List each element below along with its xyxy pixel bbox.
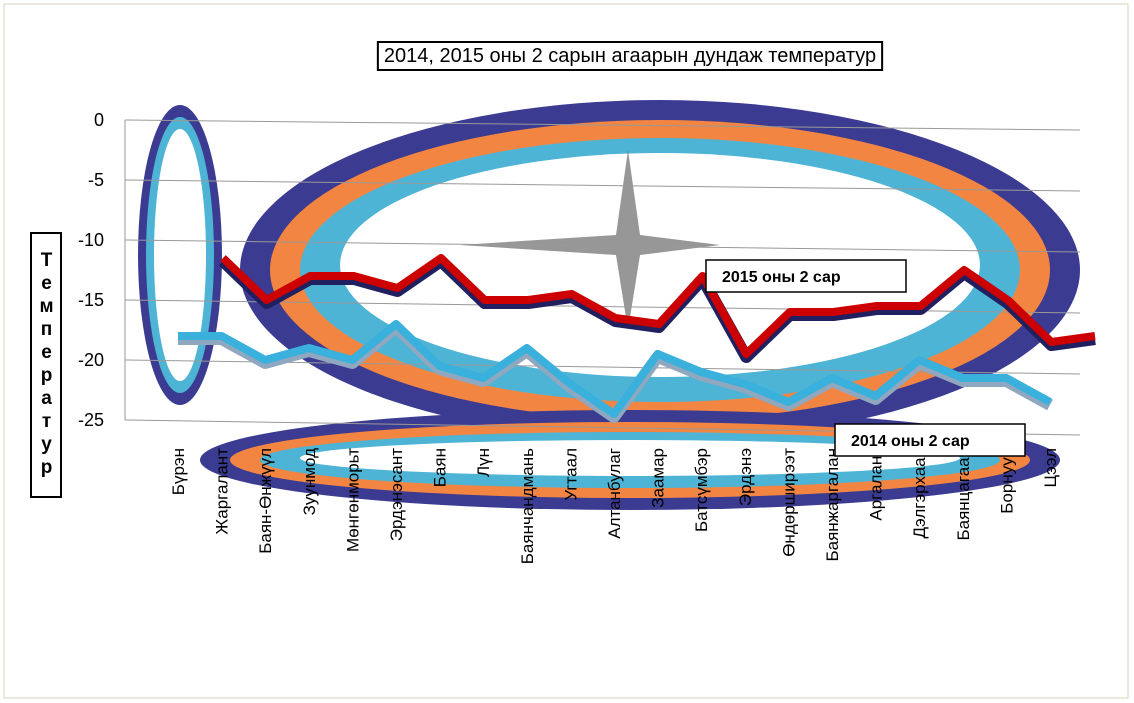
- x-tick-label: Бүрэн: [169, 448, 188, 495]
- series-line: [178, 320, 1052, 418]
- x-tick-label: Борнуур: [997, 448, 1016, 514]
- x-tick-label: Батсүмбэр: [692, 448, 711, 532]
- x-tick-label: Аргалант: [867, 448, 886, 521]
- grid-line: [124, 239, 1081, 253]
- x-tick-label: Баянчандмань: [518, 448, 537, 564]
- y-tick-label: -5: [88, 170, 104, 190]
- x-tick-label: Зуунмод: [300, 448, 319, 515]
- x-tick-label: Угтаал: [561, 448, 580, 501]
- grid-line: [124, 179, 1081, 192]
- series-label-box: [705, 259, 907, 293]
- series-line: [220, 254, 1096, 358]
- y-axis-title: Температур: [30, 232, 62, 498]
- x-tick-label: Мөнгөнморьт: [343, 448, 362, 552]
- x-tick-label: Баян: [431, 448, 450, 487]
- chart-title: 2014, 2015 оны 2 сарын агаарын дундаж те…: [384, 45, 876, 67]
- y-tick-label: -15: [78, 290, 104, 310]
- title-box: [376, 41, 884, 71]
- series-label-box: [834, 423, 1026, 457]
- x-tick-label: Цээл: [1041, 448, 1060, 487]
- x-tick-label: Өндөрширээт: [779, 448, 798, 557]
- x-tick-label: Лүн: [474, 448, 493, 477]
- x-tick-label: Алтанбулаг: [605, 448, 624, 539]
- x-tick-label: Баян-Өнжүүл: [256, 448, 275, 554]
- x-tick-label: Баянжаргалан: [823, 448, 842, 562]
- series-label: 2014 оны 2 сар: [851, 433, 970, 450]
- y-tick-label: -20: [78, 350, 104, 370]
- x-tick-label: Баянцагаан: [954, 448, 973, 541]
- x-tick-label: Эрдэнэсант: [387, 448, 406, 541]
- series-label: 2015 оны 2 сар: [722, 269, 841, 286]
- x-tick-label: Дэлгэрхаан: [910, 448, 929, 538]
- y-tick-label: -25: [78, 410, 104, 430]
- y-tick-label: 0: [94, 110, 104, 130]
- x-tick-label: Эрдэнэ: [736, 448, 755, 506]
- x-tick-label: Жаргалант: [213, 448, 232, 535]
- y-tick-label: -10: [78, 230, 104, 250]
- x-tick-label: Заамар: [649, 448, 668, 508]
- grid-line: [124, 119, 1081, 131]
- background-emblem: [138, 100, 1080, 510]
